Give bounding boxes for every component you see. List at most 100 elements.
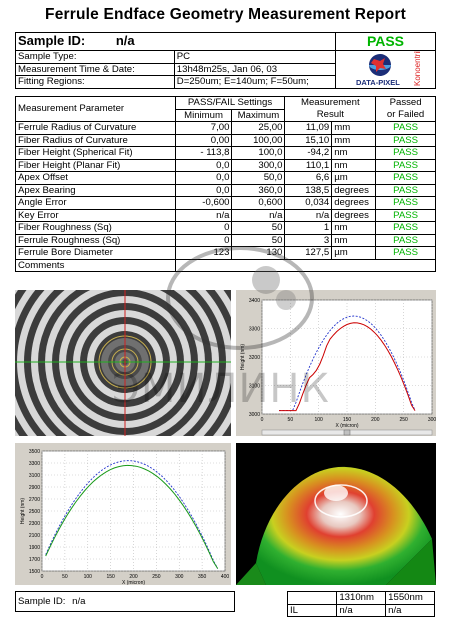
sample-id-value: n/a <box>116 33 135 48</box>
param-result: 110,1 <box>285 159 332 172</box>
surface-3d-image <box>236 443 436 585</box>
footer-sample-table: Sample ID: n/a <box>15 591 235 612</box>
param-unit: degrees <box>332 197 376 210</box>
param-result: 6,6 <box>285 172 332 185</box>
x-tick-label: 0 <box>261 417 264 423</box>
header-passfail-line2: or Failed <box>387 109 424 120</box>
watermark: ЭМИЛИНК <box>112 366 330 412</box>
param-unit: nm <box>332 234 376 247</box>
x-axis-label: X (micron) <box>122 580 145 585</box>
y-axis-label: Height (nm) <box>20 498 26 524</box>
data-pixel-logo: DATA-PIXEL Konoentrik <box>336 51 435 88</box>
header-result-line2: Result <box>317 109 344 120</box>
measure-time-label: Measurement Time & Date: <box>16 63 175 76</box>
y-tick-label: 2300 <box>29 521 40 527</box>
param-name: Ferrule Roughness (Sq) <box>16 234 176 247</box>
header-result: Measurement Result <box>285 97 376 122</box>
x-tick-label: 300 <box>175 574 184 580</box>
param-unit: mm <box>332 122 376 135</box>
table-row: Fiber Radius of Curvature 0,00 100,00 15,10… <box>16 134 436 147</box>
param-max: 25,00 <box>232 122 285 135</box>
param-status: PASS <box>376 209 436 222</box>
x-tick-label: 0 <box>41 574 44 580</box>
param-name: Ferrule Radius of Curvature <box>16 122 176 135</box>
param-status: PASS <box>376 147 436 160</box>
param-name: Fiber Radius of Curvature <box>16 134 176 147</box>
header-passfail: Passed or Failed <box>376 97 436 122</box>
left-profile-chart: 0 50 100 150 200 250 300 350 400 1500 1700 1900 2100… <box>15 443 231 585</box>
param-unit: nm <box>332 147 376 160</box>
logo-side-text: Konoentrik <box>413 51 422 86</box>
header-table: Sample ID: n/a PASS Sample Type: PC DATA… <box>15 32 436 89</box>
table-row: Fiber Height (Planar Fit) 0,0 300,0 110,1 nm… <box>16 159 436 172</box>
y-tick-label: 1700 <box>29 557 40 563</box>
param-min: -0,600 <box>175 197 232 210</box>
param-min: 7,00 <box>175 122 232 135</box>
y-tick-label: 3100 <box>29 473 40 479</box>
overall-status: PASS <box>335 33 435 51</box>
x-tick-label: 50 <box>288 417 294 423</box>
y-tick-label: 2900 <box>29 485 40 491</box>
param-status: PASS <box>376 134 436 147</box>
footer-il-label: IL <box>288 604 337 617</box>
param-unit: µm <box>332 172 376 185</box>
report-title: Ferrule Endface Geometry Measurement Rep… <box>0 6 451 24</box>
x-tick-label: 250 <box>152 574 161 580</box>
y-tick-label: 1900 <box>29 545 40 551</box>
param-max: 0,600 <box>232 197 285 210</box>
header-settings: PASS/FAIL Settings <box>175 97 285 110</box>
param-name: Apex Bearing <box>16 184 176 197</box>
sample-id-label: Sample ID: <box>18 33 85 48</box>
param-unit: degrees <box>332 209 376 222</box>
y-tick-label: 3000 <box>249 412 260 418</box>
param-unit: nm <box>332 222 376 235</box>
param-min: - 113,8 <box>175 147 232 160</box>
x-tick-label: 350 <box>198 574 207 580</box>
footer-il-1550: n/a <box>386 604 435 617</box>
x-tick-label: 100 <box>314 417 323 423</box>
param-max: 100,0 <box>232 147 285 160</box>
param-result: 15,10 <box>285 134 332 147</box>
table-row: Angle Error -0,600 0,600 0,034 degrees PASS <box>16 197 436 210</box>
param-status: PASS <box>376 172 436 185</box>
param-status: PASS <box>376 222 436 235</box>
footer-col-1550: 1550nm <box>386 592 435 605</box>
param-unit: nm <box>332 159 376 172</box>
param-status: PASS <box>376 122 436 135</box>
param-result: 0,034 <box>285 197 332 210</box>
sample-type-value: PC <box>174 51 335 64</box>
table-row: Ferrule Radius of Curvature 7,00 25,00 11,0… <box>16 122 436 135</box>
header-min: Minimum <box>175 109 232 122</box>
param-name: Fiber Height (Planar Fit) <box>16 159 176 172</box>
param-result: 11,09 <box>285 122 332 135</box>
y-tick-label: 3300 <box>29 461 40 467</box>
y-tick-label: 2100 <box>29 533 40 539</box>
param-min: 0,0 <box>175 159 232 172</box>
x-tick-label: 400 <box>221 574 230 580</box>
measure-time-value: 13h48m25s, Jan 06, 03 <box>174 63 335 76</box>
comments-label: Comments <box>16 259 176 272</box>
footer-sample-id-value: n/a <box>72 596 85 607</box>
x-axis-label: X (micron) <box>335 423 358 429</box>
sample-type-label: Sample Type: <box>16 51 175 64</box>
param-max: 50,0 <box>232 172 285 185</box>
fitting-label: Fitting Regions: <box>16 76 175 89</box>
param-name: Ferrule Bore Diameter <box>16 247 176 260</box>
param-min: 0,0 <box>175 184 232 197</box>
param-name: Fiber Roughness (Sq) <box>16 222 176 235</box>
param-status: PASS <box>376 159 436 172</box>
param-max: 300,0 <box>232 159 285 172</box>
y-tick-label: 3500 <box>29 449 40 455</box>
param-max: 360,0 <box>232 184 285 197</box>
logo-text: DATA-PIXEL <box>356 78 400 87</box>
param-min: 0,00 <box>175 134 232 147</box>
header-result-line1: Measurement <box>301 97 360 108</box>
y-tick-label: 2700 <box>29 497 40 503</box>
header-max: Maximum <box>232 109 285 122</box>
x-tick-label: 150 <box>106 574 115 580</box>
header-passfail-line1: Passed <box>390 97 422 108</box>
param-name: Angle Error <box>16 197 176 210</box>
param-name: Key Error <box>16 209 176 222</box>
watermark-ring-icon <box>160 220 320 360</box>
fitting-value: D=250um; E=140um; F=50um; <box>174 76 335 89</box>
